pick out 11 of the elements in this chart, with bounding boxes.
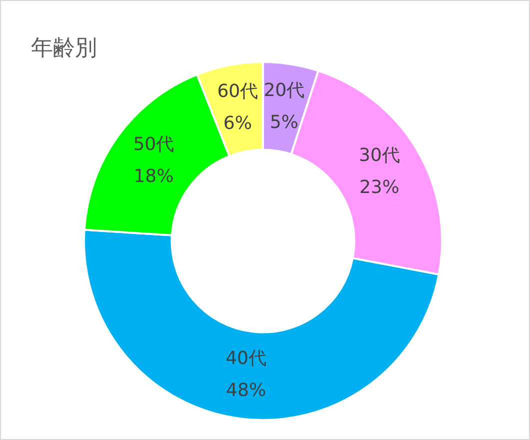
data-label: 6% bbox=[223, 112, 252, 134]
slice-label: 20代 bbox=[264, 80, 305, 102]
data-label: 48% bbox=[226, 380, 266, 401]
slice-label: 30代 bbox=[358, 144, 400, 166]
data-label: 23% bbox=[359, 176, 400, 198]
data-label: 18% bbox=[134, 166, 174, 188]
chart-title: 年齢別 bbox=[31, 35, 97, 63]
slice-label: 50代 bbox=[133, 134, 174, 156]
slice-label: 60代 bbox=[217, 80, 258, 102]
data-label: 5% bbox=[270, 112, 298, 134]
slice-label: 40代 bbox=[226, 348, 267, 369]
